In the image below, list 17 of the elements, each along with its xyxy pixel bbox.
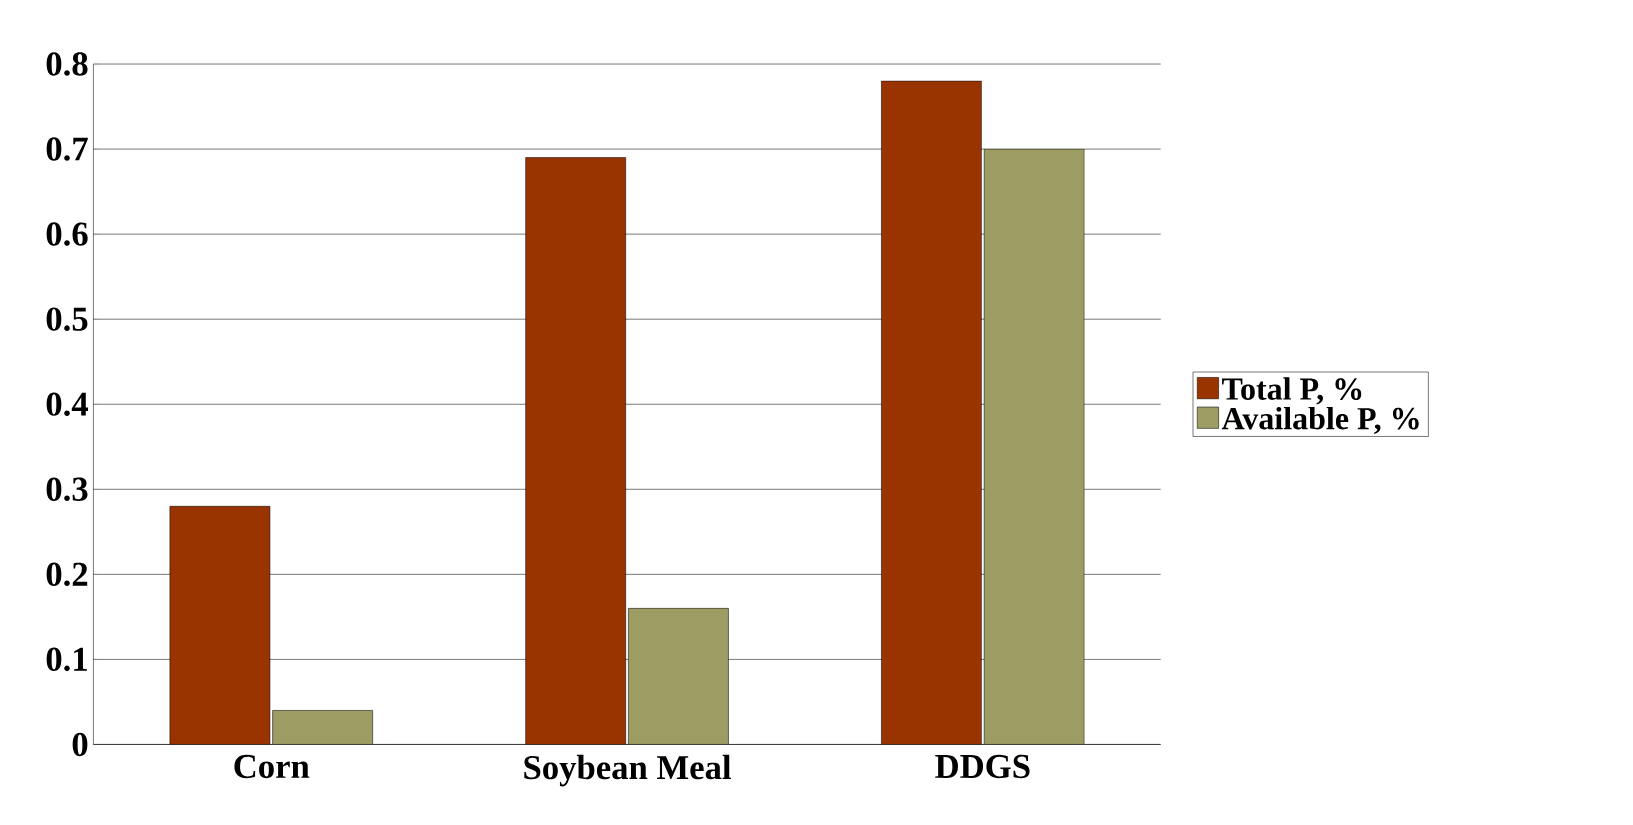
y-tick-label: 0.6 [46,222,88,247]
bar [525,157,626,745]
x-tick-label: Corn [234,755,310,779]
y-tick-label: 0.1 [46,647,87,672]
x-tick-label: Soybean Meal [524,755,731,787]
bar [169,506,271,745]
legend-label: Available P, % [1221,407,1419,435]
y-tick-label: 0.3 [46,477,88,502]
x-tick-label: DDGS [935,755,1030,779]
y-tick-label: 0.4 [46,392,89,417]
y-tick-label: 0.8 [46,52,88,77]
y-tick-label: 0.7 [46,137,88,162]
legend-label: Total P, % [1222,377,1362,405]
y-tick-label: 0.2 [46,562,88,587]
y-tick-label: 0 [72,732,88,757]
y-tick-label: 0.5 [46,307,88,332]
bar [881,81,982,745]
